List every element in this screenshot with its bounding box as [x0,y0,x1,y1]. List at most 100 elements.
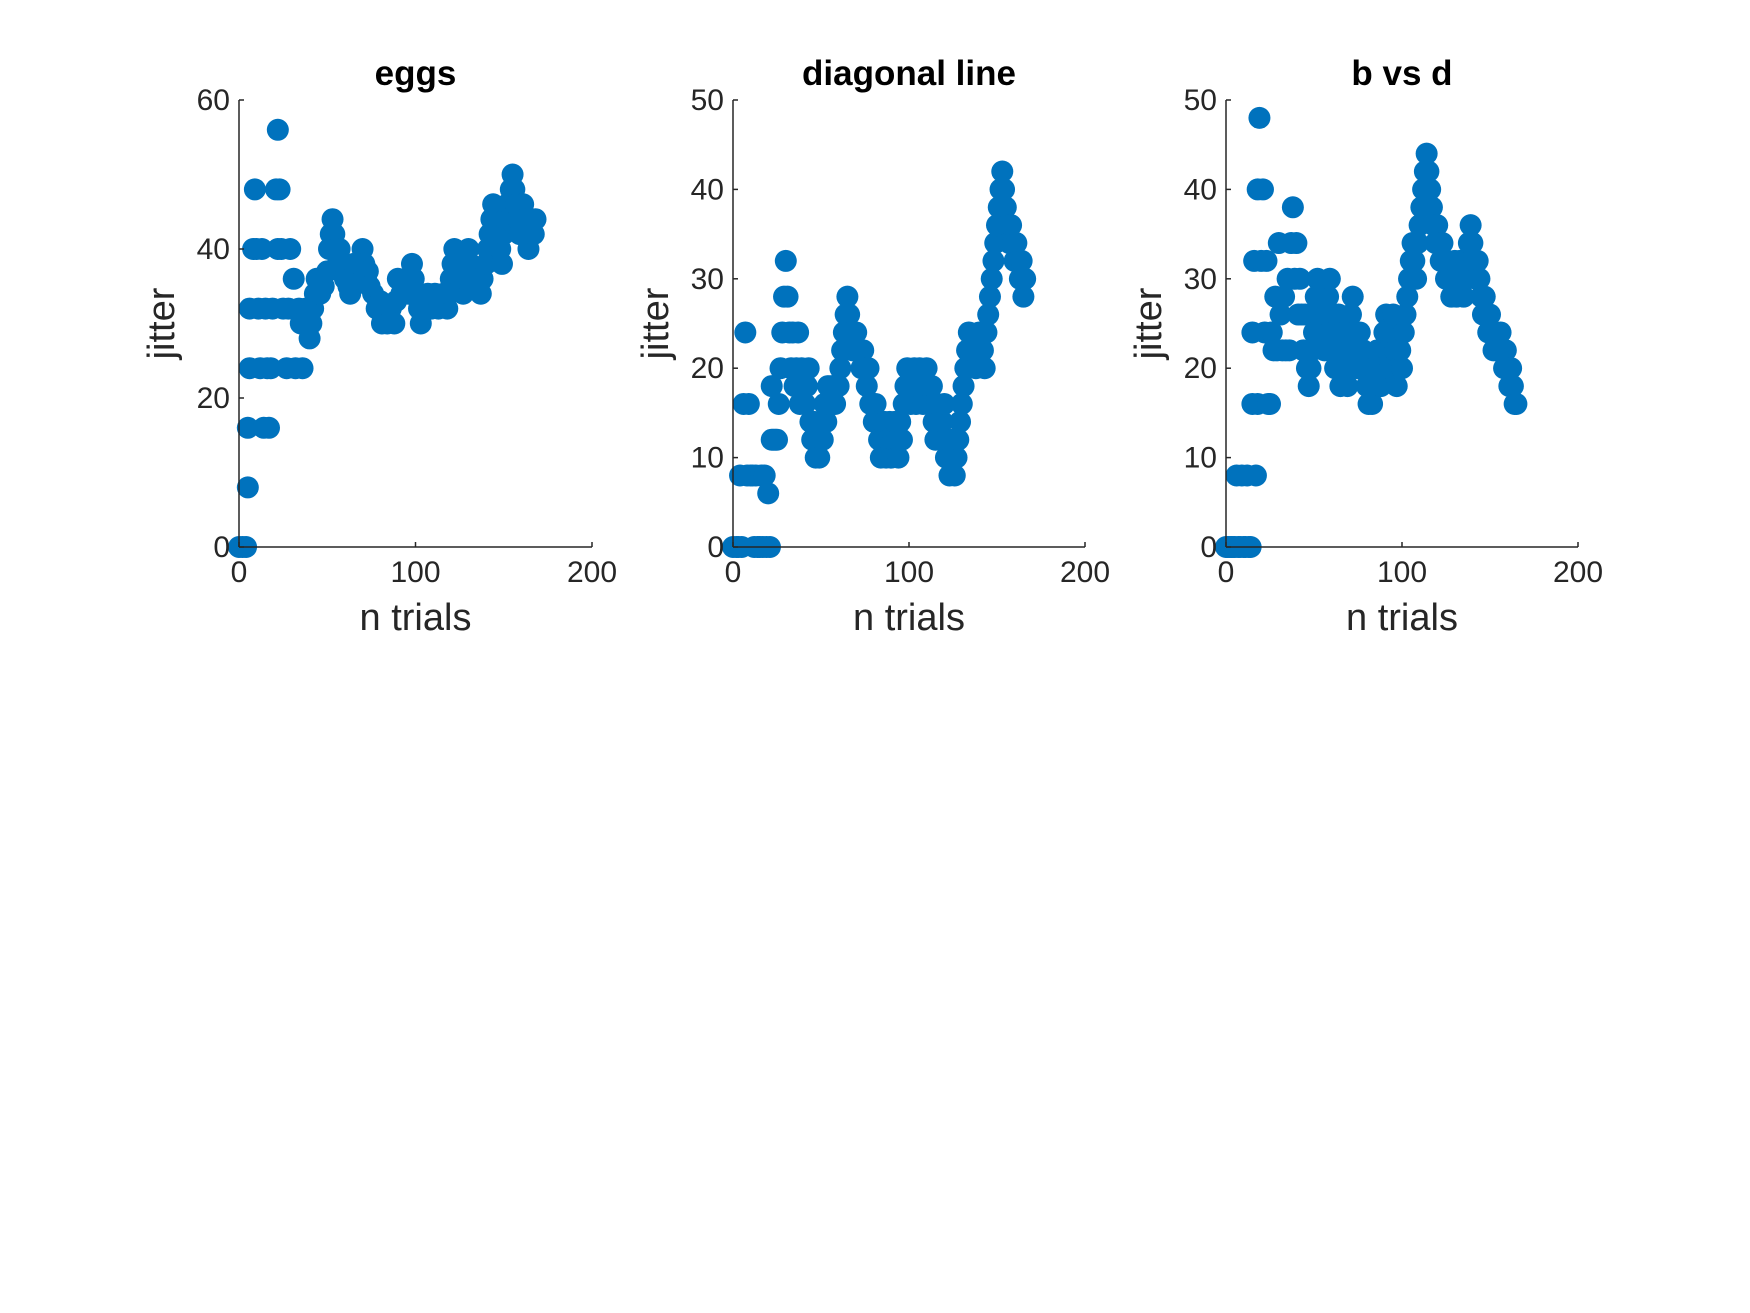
scatter-series [722,160,1037,558]
scatter-point [266,118,289,141]
x-axis-label: n trials [360,597,472,639]
scatter-point [1299,357,1322,380]
scatter-point [757,482,780,505]
scatter-point [776,285,799,308]
scatter-point [1336,375,1359,398]
scatter-point [236,476,259,499]
scatter-point [1012,285,1035,308]
scatter-series [1215,106,1528,558]
subplot-title: eggs [375,54,457,93]
scatter-point [1385,375,1408,398]
x-tick-label: 0 [231,556,248,589]
scatter-point [1505,392,1528,415]
scatter-point [1341,285,1364,308]
scatter-point [1339,303,1362,326]
scatter-point [1391,357,1413,380]
scatter-point [943,464,966,487]
scatter-point [279,238,302,260]
y-tick-label: 50 [1184,84,1217,117]
scatter-point [737,392,760,415]
scatter-point [1479,303,1501,326]
y-axis-label: jitter [141,287,183,360]
scatter-point [1251,178,1274,201]
x-axis-label: n trials [853,597,965,639]
x-tick-label: 200 [1060,556,1110,589]
scatter-point [827,375,850,398]
y-tick-label: 50 [691,84,724,117]
scatter-point [1461,232,1484,255]
scatter-point [243,178,266,201]
scatter-point [753,464,776,487]
scatter-point [815,410,838,433]
scatter-point [1419,178,1442,201]
scatter-point [952,375,975,398]
y-tick-label: 40 [1184,173,1217,206]
scatter-point [889,410,912,433]
scatter-point [1501,375,1524,398]
scatter-point [767,392,790,415]
y-tick-label: 0 [213,531,230,564]
scatter-point [829,357,852,380]
subplot-eggs: eggs n trials jitter 0 100 200 0 20 40 60 [141,54,617,639]
y-tick-label: 40 [691,173,724,206]
scatter-point [282,267,305,290]
scatter-point [973,357,996,380]
y-tick-label: 10 [691,442,724,475]
scatter-point [947,428,970,451]
scatter-point [1417,160,1440,183]
scatter-point [845,321,868,344]
scatter-point [1392,321,1415,344]
scatter-point [1473,285,1496,308]
scatter-point [1248,106,1271,129]
scatter-point [811,428,834,451]
x-tick-label: 200 [1553,556,1603,589]
y-tick-label: 20 [197,382,230,415]
scatter-point [1466,249,1489,272]
scatter-point [1014,267,1037,290]
scatter-point [259,357,282,380]
scatter-point [915,357,938,380]
scatter-point [1361,392,1384,415]
scatter-series [228,118,547,558]
scatter-point [1255,249,1278,272]
subplot-diagonal-line: diagonal line n trials jitter 0 100 200 0 10… [635,54,1110,639]
scatter-point [787,321,810,344]
scatter-point [1348,321,1371,344]
y-tick-label: 20 [691,352,724,385]
x-tick-label: 100 [884,556,934,589]
scatter-point [920,375,943,398]
scatter-point [1369,375,1392,398]
scatter-point [977,303,1000,326]
scatter-point [991,160,1014,183]
scatter-point [887,446,910,469]
scatter-point [993,178,1016,201]
scatter-point [490,252,513,275]
scatter-point [1489,321,1512,344]
scatter-point [1297,375,1320,398]
subplot-title: b vs d [1351,54,1452,93]
y-tick-label: 0 [707,531,724,564]
scatter-point [1494,339,1517,362]
scatter-point [795,375,818,398]
y-tick-label: 0 [1200,531,1217,564]
x-tick-label: 0 [1218,556,1235,589]
scatter-point [1273,285,1296,308]
scatter-point [268,178,291,201]
scatter-point [890,428,913,451]
scatter-point [794,392,817,415]
scatter-point [1406,232,1429,255]
scatter-point [291,357,314,380]
scatter-point [774,249,797,272]
scatter-point [1259,392,1281,415]
scatter-point [1452,285,1475,308]
scatter-point [383,312,406,335]
scatter-point [838,303,861,326]
scatter-point [1318,267,1341,290]
scatter-point [980,267,1003,290]
scatter-point [975,321,998,344]
scatter-point [1000,214,1023,237]
scatter-point [1281,196,1304,219]
scatter-point [797,357,820,380]
scatter-point [1468,267,1491,290]
